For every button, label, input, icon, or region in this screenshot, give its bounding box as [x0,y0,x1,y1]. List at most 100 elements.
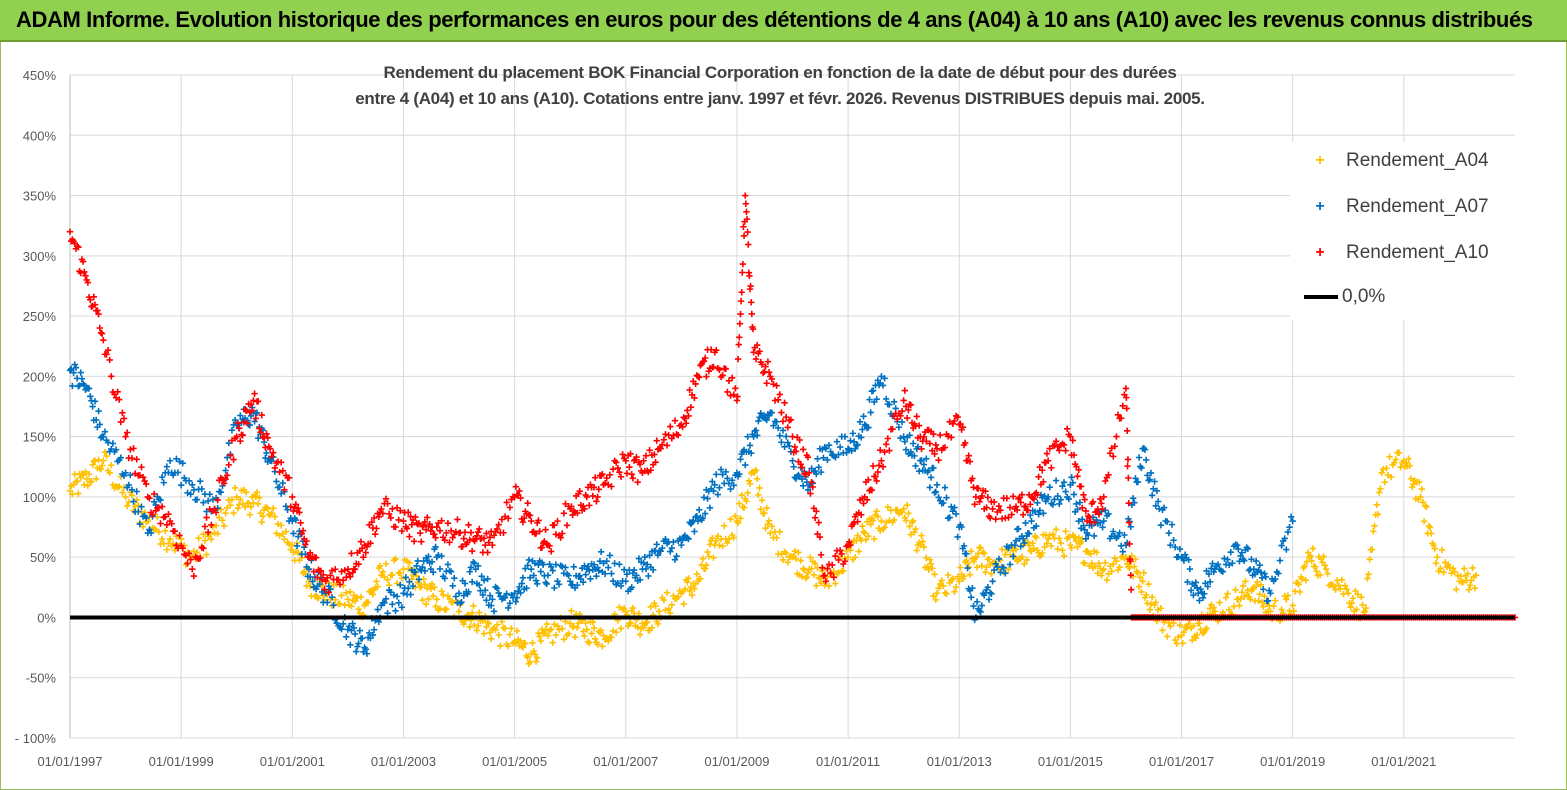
data-point [854,441,861,448]
data-point [158,473,166,481]
data-point [782,413,790,421]
data-point [1199,594,1207,601]
data-point [678,541,685,549]
data-point [1468,577,1475,584]
data-point [375,513,383,521]
data-point [534,580,541,588]
data-point [800,482,807,490]
data-point [657,445,664,452]
data-point [1005,544,1012,552]
data-point [1080,522,1087,529]
data-point [832,580,839,587]
data-point [781,399,788,406]
data-point [989,505,996,513]
data-point [1147,469,1155,477]
data-point [422,526,430,533]
data-point [1276,557,1284,564]
data-point [1324,570,1331,577]
data-point [466,623,473,631]
data-point [1046,532,1053,539]
data-point [701,565,709,572]
data-point [605,637,612,645]
data-point [1089,498,1097,505]
data-point [233,433,240,440]
data-point [252,493,259,501]
data-point [1081,496,1088,503]
data-point [339,577,347,584]
data-point [406,533,413,540]
data-point [95,407,102,415]
data-point [193,549,201,556]
data-point [742,200,750,207]
legend-marker-a10: + [1315,244,1325,261]
data-point [636,631,644,638]
data-point [495,589,502,597]
data-point [857,511,865,518]
data-point [100,433,107,440]
data-point [162,527,169,534]
data-point [931,489,938,496]
data-point [389,505,396,512]
data-point [228,496,236,503]
data-point [128,486,136,494]
data-point [699,555,706,562]
data-point [268,509,275,517]
data-point [552,531,560,538]
data-point [1370,528,1377,535]
data-point [1062,488,1069,495]
data-point [786,442,793,450]
data-point [805,469,813,476]
data-point [214,530,221,537]
data-point [762,363,769,370]
data-point [1021,539,1028,547]
data-point [157,497,164,504]
data-point [586,502,593,509]
data-point [730,482,737,489]
data-point [501,625,509,632]
data-point [630,566,638,574]
data-point [691,585,698,592]
data-point [1306,553,1313,561]
data-point [318,576,326,583]
data-point [413,572,420,580]
data-point [898,418,906,426]
data-point [85,385,93,392]
data-point [328,593,336,601]
data-point [168,520,175,527]
data-point [764,358,772,365]
banner-title: ADAM Informe. Evolution historique des p… [16,7,1533,32]
data-point [633,572,640,579]
data-point [135,502,142,509]
data-point [73,242,81,250]
data-point [506,631,514,638]
data-point [289,541,296,549]
data-point [1070,491,1078,498]
data-point [155,504,163,512]
data-point [1254,578,1261,586]
data-point [1075,534,1082,542]
data-point [833,438,841,445]
data-point [1283,596,1290,603]
data-point [513,627,521,634]
data-point [882,395,890,403]
data-point [211,505,218,513]
data-point [1123,394,1130,401]
data-point [325,589,333,596]
data-point [108,461,115,469]
data-point [282,528,290,535]
data-point [935,585,942,592]
data-point [1376,489,1383,496]
data-point [75,243,82,251]
data-point [1059,483,1066,490]
data-point [1181,551,1189,558]
data-point [351,565,359,573]
data-point [387,514,394,522]
data-point [1040,510,1047,517]
data-point [933,445,941,452]
data-point [480,577,488,584]
data-point [530,572,537,579]
data-point [722,365,730,373]
data-point [756,484,763,492]
data-point [863,496,871,503]
data-point [69,382,76,390]
